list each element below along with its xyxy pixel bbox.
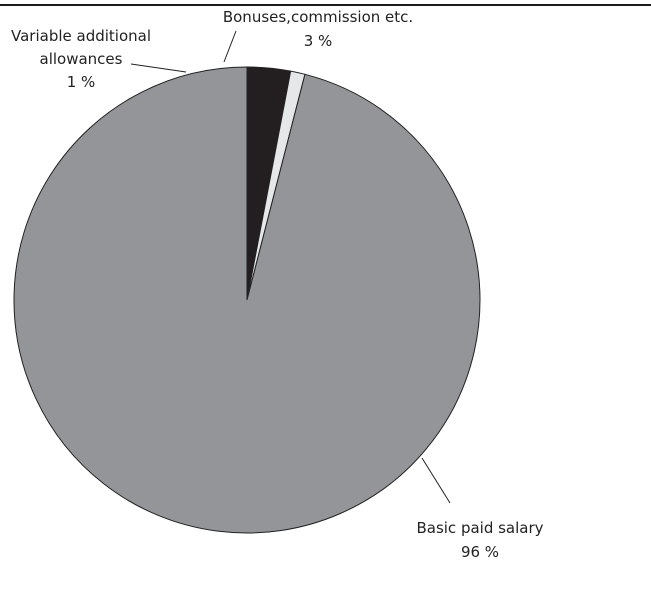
pie-slice-basic-paid-salary bbox=[13, 66, 481, 534]
value-allowances: 1 % bbox=[67, 73, 96, 91]
pie-slices bbox=[13, 66, 481, 534]
leader-line-allowances bbox=[130, 63, 187, 73]
value-basic-salary: 96 % bbox=[461, 543, 499, 561]
leader-lines bbox=[130, 30, 451, 504]
leader-line-basic-salary bbox=[421, 457, 451, 504]
leader-line-bonuses bbox=[223, 30, 237, 63]
top-rule bbox=[0, 4, 651, 6]
slice-labels: Bonuses,commission etc. 3 % Variable add… bbox=[11, 8, 544, 561]
label-bonuses: Bonuses,commission etc. bbox=[223, 8, 413, 26]
label-allowances-line1: Variable additional bbox=[11, 27, 151, 45]
label-basic-salary: Basic paid salary bbox=[416, 519, 543, 537]
value-bonuses: 3 % bbox=[304, 32, 333, 50]
label-allowances-line2: allowances bbox=[40, 50, 123, 68]
